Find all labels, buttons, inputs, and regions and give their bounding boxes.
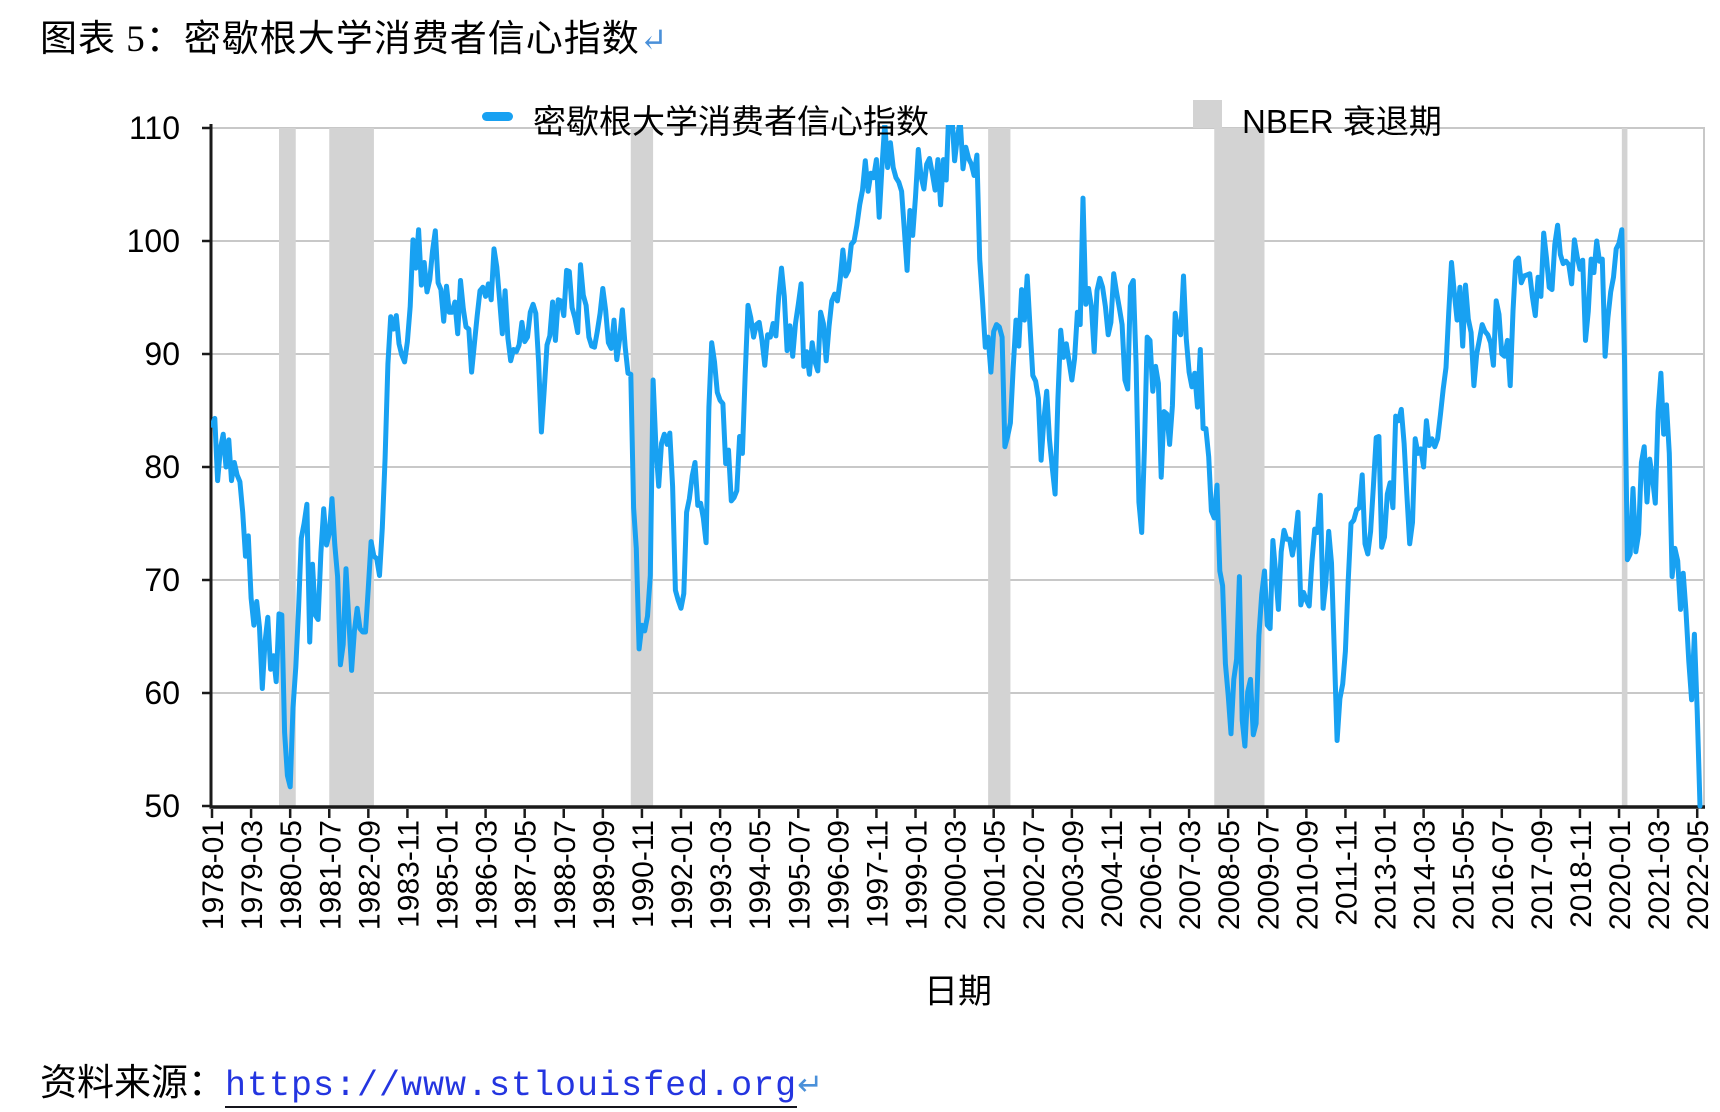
x-tick-label: 1988-07 (549, 820, 582, 930)
x-tick-label: 2017-09 (1526, 820, 1559, 930)
x-tick-label: 2001-05 (979, 820, 1012, 930)
x-tick-label: 1985-01 (432, 820, 465, 930)
x-tick-label: 2014-03 (1409, 820, 1442, 930)
legend-line-swatch (482, 112, 513, 121)
x-tick-label: 2022-05 (1682, 820, 1715, 930)
x-tick-label: 1989-09 (588, 820, 621, 930)
y-tick-label: 90 (144, 336, 180, 372)
x-tick-label: 1986-03 (471, 820, 504, 930)
chart-figure-title-text: 图表 5：密歇根大学消费者信心指数 (40, 19, 640, 60)
x-tick-label: 1995-07 (783, 820, 816, 930)
x-tick-label: 1981-07 (314, 820, 347, 930)
x-tick-label: 1993-03 (705, 820, 738, 930)
return-mark-icon: ↵ (797, 1067, 824, 1102)
return-mark-icon: ↵ (639, 23, 669, 59)
y-tick-label: 80 (144, 449, 180, 485)
legend-series-label: 密歇根大学消费者信心指数 (533, 103, 929, 140)
y-tick-label: 100 (127, 223, 180, 259)
source-link[interactable]: https://www.stlouisfed.org (225, 1066, 798, 1108)
x-tick-label: 2015-05 (1448, 820, 1481, 930)
y-tick-label: 60 (144, 675, 180, 711)
x-tick-label: 1978-01 (197, 820, 230, 930)
x-tick-label: 2020-01 (1604, 820, 1637, 930)
x-tick-label: 2003-09 (1057, 820, 1090, 930)
x-tick-label: 2006-01 (1135, 820, 1168, 930)
x-tick-label: 1979-03 (236, 820, 269, 930)
x-tick-label: 2008-05 (1213, 820, 1246, 930)
x-tick-label: 1990-11 (627, 820, 660, 928)
x-tick-label: 2002-07 (1018, 820, 1051, 930)
legend-recession-label: NBER 衰退期 (1242, 103, 1442, 140)
x-tick-label: 1997-11 (861, 820, 894, 928)
y-tick-label: 50 (144, 788, 180, 824)
x-tick-label: 2007-03 (1174, 820, 1207, 930)
x-tick-label: 2021-03 (1643, 820, 1676, 930)
x-tick-label: 2016-07 (1487, 820, 1520, 930)
x-tick-label: 1994-05 (744, 820, 777, 930)
x-tick-label: 2009-07 (1252, 820, 1285, 930)
x-tick-label: 2018-11 (1565, 820, 1598, 928)
y-tick-label: 70 (144, 562, 180, 598)
x-tick-label: 2011-11 (1330, 820, 1363, 926)
legend-recession-swatch (1193, 100, 1222, 128)
x-tick-label: 2010-09 (1291, 820, 1324, 930)
x-tick-label: 1980-05 (275, 820, 308, 930)
recession-band (329, 128, 374, 806)
y-tick-label: 110 (129, 110, 180, 146)
x-tick-label: 1992-01 (666, 820, 699, 930)
x-tick-label: 1982-09 (353, 820, 386, 930)
x-tick-label: 1999-01 (901, 820, 934, 930)
x-tick-label: 2004-11 (1096, 820, 1129, 928)
recession-band (988, 128, 1011, 806)
x-tick-label: 1983-11 (392, 820, 425, 928)
sentiment-line (211, 125, 1703, 809)
source-line: 资料来源：https://www.stlouisfed.org↵ (40, 1052, 824, 1108)
x-tick-label: 1996-09 (822, 820, 855, 930)
x-tick-label: 2013-01 (1370, 820, 1403, 930)
x-axis-title: 日期 (924, 973, 992, 1011)
x-tick-label: 2000-03 (940, 820, 973, 930)
chart-figure-title: 图表 5：密歇根大学消费者信心指数↵ (40, 8, 668, 62)
source-label: 资料来源： (40, 1063, 225, 1104)
x-tick-label: 1987-05 (510, 820, 543, 930)
